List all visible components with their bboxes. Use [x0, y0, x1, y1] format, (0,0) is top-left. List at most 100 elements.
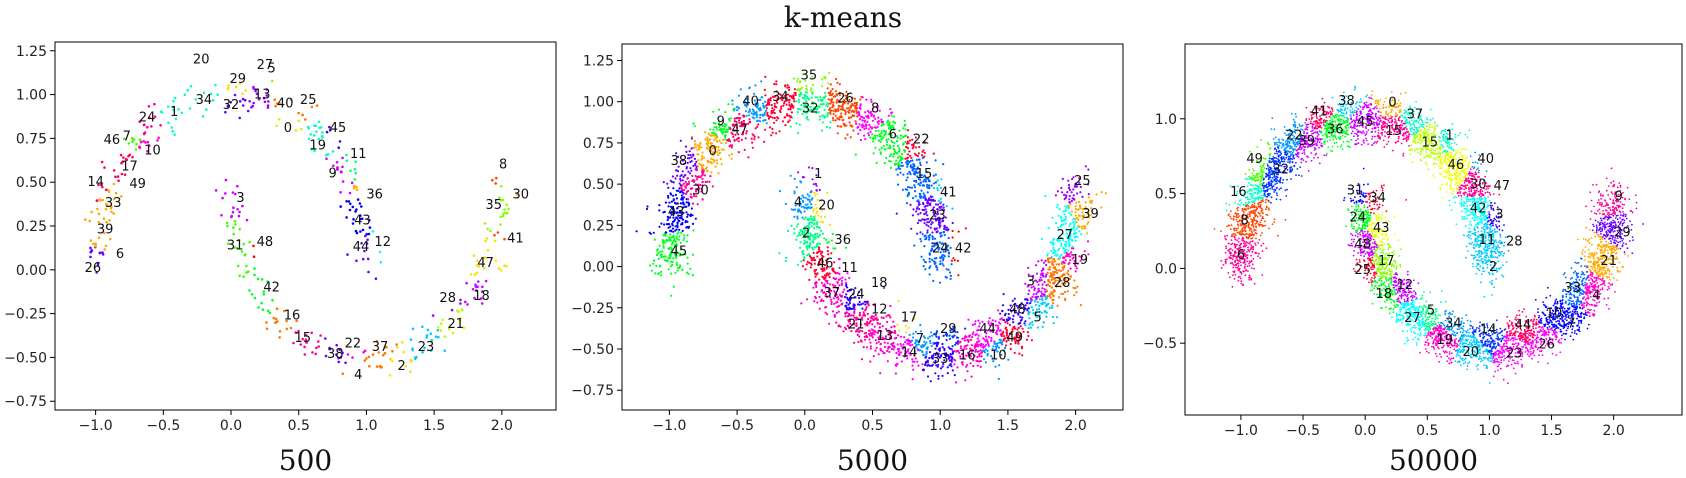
data-point [285, 319, 288, 323]
data-point [916, 360, 919, 363]
data-point [139, 140, 143, 144]
data-point [312, 134, 316, 137]
data-point [823, 76, 826, 79]
data-point [673, 219, 676, 223]
data-point [813, 259, 817, 262]
data-point [694, 183, 698, 186]
data-point [941, 346, 944, 349]
data-point [295, 319, 299, 323]
data-point [981, 320, 984, 323]
data-point [827, 291, 831, 294]
data-point [972, 331, 975, 334]
data-point [89, 246, 92, 250]
data-point [818, 262, 821, 265]
data-point [1059, 276, 1062, 279]
data-point [934, 261, 937, 265]
data-point [718, 126, 721, 129]
data-point [924, 198, 927, 201]
data-point [748, 86, 751, 89]
data-point [811, 178, 814, 181]
data-point [723, 125, 727, 128]
cluster-label: 3 [236, 191, 244, 206]
data-point [672, 285, 676, 288]
cluster-label: 14 [87, 175, 104, 190]
data-point [875, 342, 878, 345]
data-point [1056, 304, 1059, 307]
data-point [1047, 268, 1050, 271]
data-point [816, 255, 819, 258]
data-point [1009, 342, 1012, 346]
data-point [1002, 293, 1005, 296]
data-point [1081, 195, 1084, 198]
data-point [805, 100, 808, 103]
data-point [856, 333, 859, 336]
data-point [658, 244, 661, 247]
scatter-points [84, 79, 519, 378]
data-point [711, 151, 715, 154]
data-point [1058, 235, 1061, 238]
data-point [89, 250, 92, 254]
data-point [798, 246, 802, 249]
data-point [906, 163, 909, 166]
data-point [1087, 193, 1090, 196]
data-point [925, 350, 928, 353]
data-point [679, 177, 682, 181]
data-point [1087, 220, 1090, 224]
data-point [912, 145, 915, 149]
data-point [475, 264, 479, 267]
data-point [938, 226, 941, 229]
data-point [698, 146, 701, 149]
data-point [967, 318, 970, 321]
data-point [1077, 208, 1080, 211]
data-point [879, 151, 882, 154]
data-point [994, 347, 998, 350]
data-point [802, 232, 805, 235]
data-point [1248, 175, 1250, 178]
data-point [829, 90, 833, 93]
data-point [1019, 319, 1023, 322]
data-point [941, 342, 944, 346]
data-point [1413, 116, 1416, 119]
data-point [148, 144, 151, 147]
y-tick-label: −0.25 [4, 307, 47, 323]
data-point [1074, 287, 1077, 290]
data-point [895, 336, 898, 340]
data-point [921, 363, 924, 366]
data-point [942, 363, 945, 366]
data-point [667, 186, 670, 189]
data-point [888, 346, 891, 349]
data-point [368, 218, 371, 222]
data-point [961, 363, 964, 366]
data-point [716, 150, 719, 154]
data-point [1054, 279, 1057, 282]
data-point [1279, 198, 1282, 201]
data-point [886, 121, 889, 124]
data-point [751, 141, 754, 144]
data-point [999, 339, 1002, 342]
data-point [1014, 340, 1017, 343]
data-point [645, 207, 649, 211]
data-point [846, 315, 850, 318]
data-point [913, 350, 917, 353]
data-point [773, 116, 776, 120]
data-point [1409, 317, 1411, 320]
data-point [926, 229, 929, 232]
data-point [839, 125, 842, 128]
data-point [850, 330, 853, 333]
data-point [404, 364, 408, 368]
cluster-label: 38 [671, 154, 688, 169]
data-point [143, 132, 146, 135]
data-point [885, 315, 888, 318]
data-point [1038, 279, 1041, 282]
data-point [752, 113, 755, 116]
data-point [1063, 219, 1066, 222]
data-point [804, 203, 807, 206]
data-point [924, 362, 927, 365]
data-point [772, 95, 775, 98]
data-point [802, 253, 805, 256]
data-point [669, 265, 673, 268]
data-point [757, 107, 760, 110]
data-point [953, 358, 956, 361]
data-point [116, 175, 120, 178]
data-point [347, 200, 351, 203]
